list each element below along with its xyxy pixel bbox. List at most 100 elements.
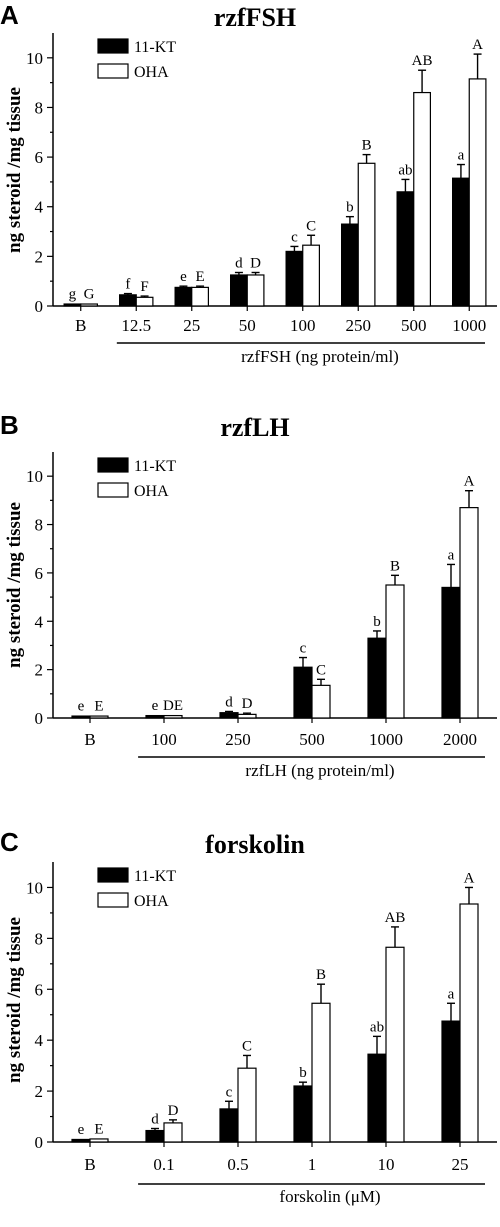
bar-oha-2 (191, 286, 209, 307)
y-tick-label: 10 (26, 467, 43, 486)
bar-oha-6 (413, 91, 431, 307)
bar-11kt-4 (367, 1053, 387, 1143)
significance-letter: C (316, 662, 326, 678)
significance-letter: D (168, 1103, 179, 1119)
y-axis-label: ng steroid /mg tissue (4, 87, 25, 253)
significance-letter: B (362, 138, 372, 154)
bar-11kt-3 (293, 1085, 313, 1143)
bar-oha-1 (163, 1122, 183, 1143)
bar-11kt-0 (71, 1138, 91, 1143)
y-tick-label: 6 (35, 564, 44, 583)
panel-letter: A (0, 0, 19, 30)
significance-letter: B (390, 558, 400, 574)
significance-letter: g (69, 287, 77, 303)
bar-oha-3 (311, 1002, 331, 1143)
significance-letter: b (373, 614, 381, 630)
x-tick-label: B (75, 316, 86, 335)
y-tick-label: 2 (35, 661, 44, 680)
significance-letter: a (448, 986, 455, 1002)
bar-oha-0 (80, 303, 98, 307)
significance-letter: A (464, 870, 475, 886)
y-tick-label: 6 (35, 148, 44, 167)
significance-letter: E (94, 1121, 103, 1137)
significance-letter: AB (412, 53, 433, 69)
significance-letter: E (195, 269, 204, 285)
bar-oha-7 (468, 78, 487, 307)
bar-11kt-2 (174, 286, 193, 307)
significance-letter: e (152, 698, 159, 714)
legend-swatch (97, 867, 129, 883)
bar-oha-5 (357, 162, 376, 307)
bar-11kt-5 (441, 1020, 461, 1143)
bar-11kt-1 (118, 294, 137, 307)
x-tick-label: 12.5 (121, 316, 151, 335)
x-tick-label: 100 (290, 316, 316, 335)
significance-letter: ab (398, 162, 412, 178)
x-tick-label: 500 (401, 316, 427, 335)
legend-swatch (97, 38, 129, 54)
bar-oha-2 (237, 713, 257, 719)
x-axis-label: rzfFSH (ng protein/ml) (241, 347, 399, 366)
significance-letter: E (94, 699, 103, 715)
x-tick-label: 1 (308, 1155, 317, 1174)
significance-letter: B (316, 967, 326, 983)
bar-11kt-0 (71, 715, 91, 719)
x-tick-label: 2000 (443, 730, 477, 749)
legend-swatch (97, 63, 129, 79)
bar-oha-4 (302, 244, 320, 307)
x-tick-label: 100 (151, 730, 177, 749)
x-tick-label: B (84, 1155, 95, 1174)
significance-letter: c (226, 1084, 233, 1100)
significance-letter: C (306, 218, 316, 234)
bar-11kt-0 (63, 303, 82, 307)
bar-oha-4 (385, 584, 405, 719)
bar-11kt-4 (367, 637, 387, 719)
y-tick-label: 10 (26, 49, 43, 68)
significance-letter: e (78, 699, 85, 715)
x-tick-label: 0.5 (227, 1155, 248, 1174)
y-axis-label: ng steroid /mg tissue (4, 502, 25, 668)
x-tick-label: 25 (183, 316, 200, 335)
legend-label: OHA (134, 483, 169, 500)
bar-11kt-3 (230, 274, 248, 307)
legend-swatch (97, 457, 129, 473)
legend-swatch (97, 892, 129, 908)
significance-letter: c (300, 641, 307, 657)
significance-letter: b (346, 200, 354, 216)
y-tick-label: 0 (35, 297, 44, 316)
significance-letter: a (448, 547, 455, 563)
y-tick-label: 4 (35, 612, 44, 631)
x-tick-label: 1000 (452, 316, 486, 335)
bar-oha-1 (135, 296, 154, 307)
significance-letter: c (291, 229, 298, 245)
bar-oha-5 (459, 507, 479, 719)
y-tick-label: 8 (35, 98, 44, 117)
panel-letter: B (0, 410, 19, 440)
y-tick-label: 8 (35, 516, 44, 535)
legend-label: OHA (134, 64, 169, 81)
x-tick-label: 50 (239, 316, 256, 335)
legend-label: 11-KT (134, 39, 176, 56)
significance-letter: d (151, 1112, 159, 1128)
bar-11kt-2 (219, 1108, 239, 1143)
significance-letter: e (78, 1122, 85, 1138)
significance-letter: b (299, 1065, 307, 1081)
bar-11kt-6 (396, 191, 415, 307)
legend-label: 11-KT (134, 458, 176, 475)
bar-oha-0 (89, 715, 109, 719)
legend-label: 11-KT (134, 868, 176, 885)
y-axis-label: ng steroid /mg tissue (4, 917, 25, 1083)
significance-letter: a (458, 148, 465, 164)
significance-letter: e (180, 269, 187, 285)
bar-11kt-7 (452, 177, 470, 307)
y-tick-label: 6 (35, 980, 44, 999)
bar-oha-4 (385, 946, 405, 1143)
bar-oha-2 (237, 1067, 257, 1143)
x-tick-label: 250 (225, 730, 251, 749)
significance-letter: AB (385, 910, 406, 926)
significance-letter: C (242, 1038, 252, 1054)
chart-title: forskolin (205, 830, 305, 859)
x-tick-label: 250 (346, 316, 372, 335)
